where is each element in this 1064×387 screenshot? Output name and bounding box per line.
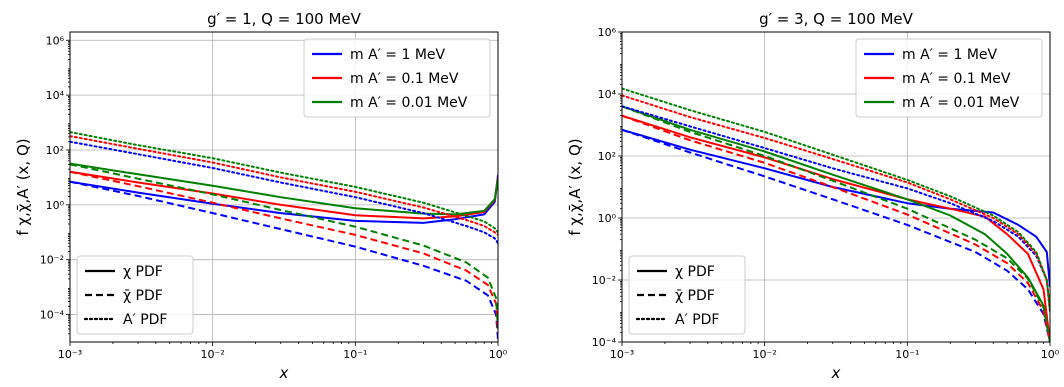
legend-box xyxy=(628,255,746,335)
style-legend: χ PDF χ̄ PDF A′ PDF xyxy=(76,255,194,335)
chart-title: g′ = 3, Q = 100 MeV xyxy=(759,10,914,28)
series-group xyxy=(70,131,498,340)
x-axis-label: x xyxy=(831,364,841,382)
series-line-solid-2 xyxy=(622,114,1050,342)
legend-box xyxy=(855,38,1043,118)
series-line-dotted-3 xyxy=(622,87,1050,312)
series-line-dashed-2 xyxy=(622,114,1050,342)
series-group xyxy=(622,87,1050,342)
y-tick-label: 10² xyxy=(598,150,616,163)
y-axis-label: f χ,χ̄,A′ (x, Q) xyxy=(14,138,32,235)
series-line-dashed-1 xyxy=(70,180,498,340)
legend-box xyxy=(76,255,194,335)
series-line-dashed-1 xyxy=(622,128,1050,342)
x-axis-label: x xyxy=(279,364,289,382)
legend-label: χ PDF xyxy=(675,264,715,280)
y-tick-label: 10⁶ xyxy=(46,34,65,47)
legend-label: m A′ = 0.01 MeV xyxy=(350,95,468,111)
series-line-dotted-1 xyxy=(70,140,498,245)
y-tick-label: 10⁻² xyxy=(40,254,64,267)
series-line-dashed-3 xyxy=(70,163,498,329)
legend-label: χ̄ PDF xyxy=(675,288,715,304)
legend-label: χ PDF xyxy=(123,264,163,280)
chart-title: g′ = 1, Q = 100 MeV xyxy=(207,10,362,28)
x-tick-label: 10⁰ xyxy=(489,348,508,361)
series-line-dotted-2 xyxy=(70,135,498,236)
series-line-dotted-1 xyxy=(622,105,1050,312)
legend-label: m A′ = 0.01 MeV xyxy=(902,95,1020,111)
x-tick-label: 10⁻² xyxy=(753,348,777,361)
legend-label: m A′ = 0.1 MeV xyxy=(350,71,459,87)
x-tick-label: 10⁻³ xyxy=(58,348,82,361)
legend-label: m A′ = 1 MeV xyxy=(350,47,446,63)
chart-panel-1: 10⁻³ 10⁻² 10⁻¹ 10⁰ 10⁻⁴ 10⁻² 10⁰ 10² 10⁴ 10⁶ g′ = … xyxy=(14,10,508,382)
legend-label: A′ PDF xyxy=(123,312,167,328)
y-tick-label: 10⁴ xyxy=(598,88,617,101)
series-line-dotted-3 xyxy=(70,131,498,234)
y-tick-label: 10⁻⁴ xyxy=(592,336,617,349)
series-line-solid-1 xyxy=(70,175,498,224)
x-tick-label: 10⁻³ xyxy=(610,348,634,361)
y-axis-label: f χ,χ̄,A′ (x, Q) xyxy=(566,138,584,235)
series-line-dashed-3 xyxy=(622,105,1050,342)
y-tick-label: 10² xyxy=(46,144,64,157)
legend-box xyxy=(303,38,491,118)
axes-frame xyxy=(621,31,1051,343)
y-tick-label: 10⁰ xyxy=(46,199,65,212)
y-tick-label: 10⁻⁴ xyxy=(40,309,65,322)
chart-panel-2: 10⁻³ 10⁻² 10⁻¹ 10⁰ 10⁻⁴ 10⁻² 10⁰ 10² 10⁴ 10⁶ g′ = … xyxy=(566,10,1060,382)
legend-label: m A′ = 0.1 MeV xyxy=(902,71,1011,87)
axes-frame xyxy=(69,31,499,343)
legend-label: χ̄ PDF xyxy=(123,288,163,304)
y-tick-label: 10⁶ xyxy=(598,26,617,39)
legend-label: A′ PDF xyxy=(675,312,719,328)
legend-label: m A′ = 1 MeV xyxy=(902,47,998,63)
color-legend: m A′ = 1 MeV m A′ = 0.1 MeV m A′ = 0.01 Me… xyxy=(303,38,491,118)
style-legend: χ PDF χ̄ PDF A′ PDF xyxy=(628,255,746,335)
color-legend: m A′ = 1 MeV m A′ = 0.1 MeV m A′ = 0.01 Me… xyxy=(855,38,1043,118)
x-tick-label: 10⁻² xyxy=(201,348,225,361)
x-tick-label: 10⁰ xyxy=(1041,348,1060,361)
x-tick-label: 10⁻¹ xyxy=(895,348,919,361)
x-tick-label: 10⁻¹ xyxy=(343,348,367,361)
y-tick-label: 10⁴ xyxy=(46,89,65,102)
y-tick-label: 10⁻² xyxy=(592,274,616,287)
series-line-dashed-2 xyxy=(70,170,498,334)
series-line-solid-3 xyxy=(70,162,498,216)
y-tick-label: 10⁰ xyxy=(598,212,617,225)
